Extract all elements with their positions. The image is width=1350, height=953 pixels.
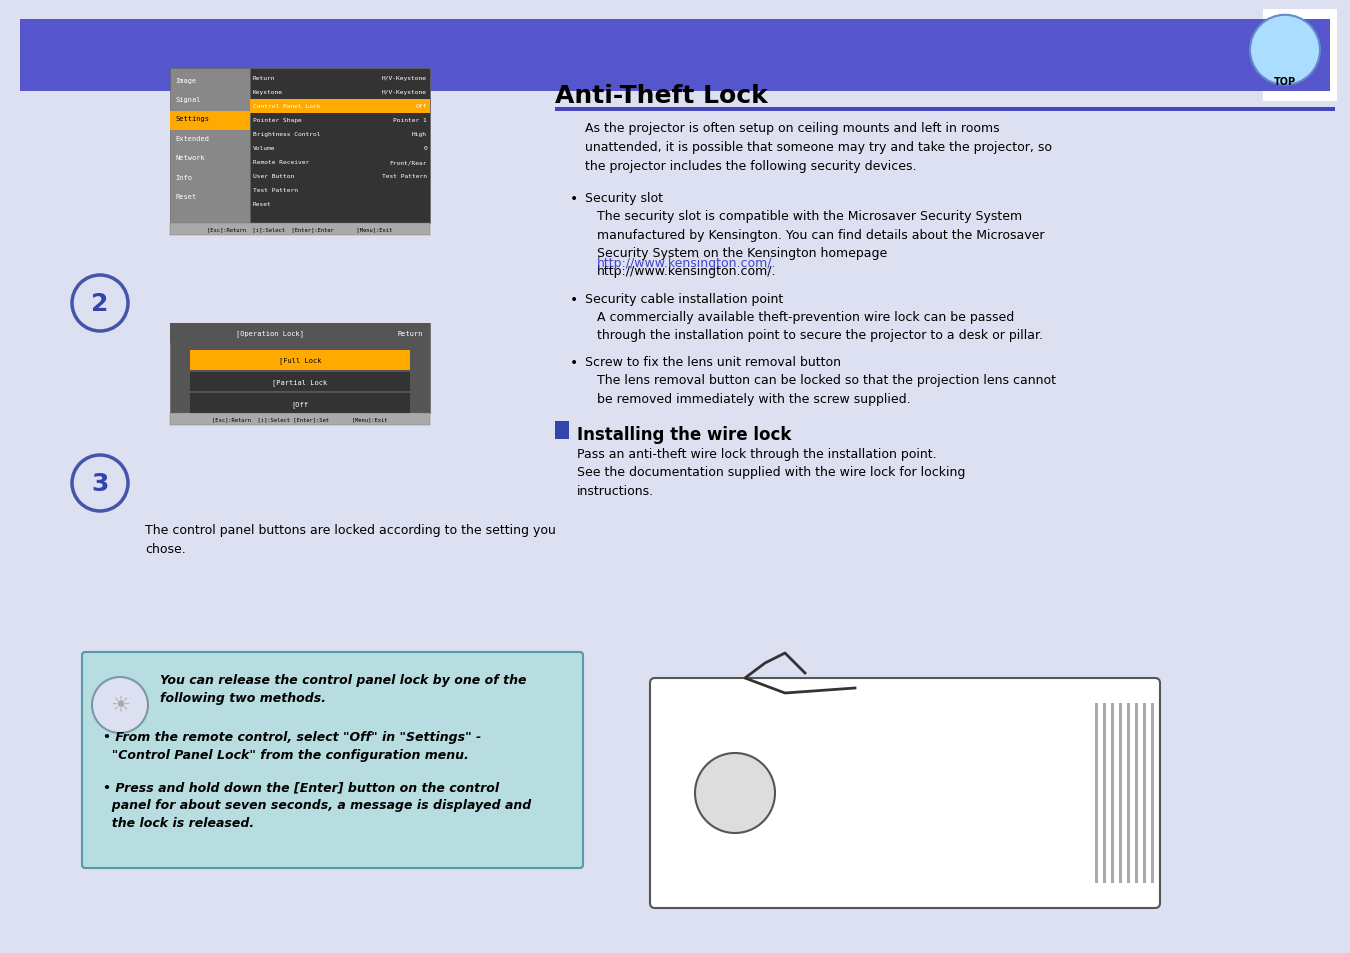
Text: Installing the wire lock: Installing the wire lock — [576, 426, 791, 443]
Bar — [170, 69, 250, 224]
Circle shape — [1250, 16, 1320, 86]
Text: Pointer Shape: Pointer Shape — [252, 117, 302, 123]
Circle shape — [72, 275, 128, 332]
Bar — [170, 414, 431, 426]
Text: Test Pattern: Test Pattern — [382, 174, 427, 179]
Text: H/V-Keystone: H/V-Keystone — [382, 75, 427, 80]
Text: [Operation Lock]: [Operation Lock] — [236, 331, 304, 337]
Text: A commercially available theft-prevention wire lock can be passed
through the in: A commercially available theft-preventio… — [597, 311, 1044, 342]
Text: Front/Rear: Front/Rear — [390, 160, 427, 165]
Text: [Partial Lock: [Partial Lock — [273, 378, 328, 385]
Text: 3: 3 — [92, 472, 109, 496]
Text: Reset: Reset — [252, 202, 271, 207]
Text: Pass an anti-theft wire lock through the installation point.
See the documentati: Pass an anti-theft wire lock through the… — [576, 448, 965, 497]
Bar — [190, 373, 410, 392]
FancyBboxPatch shape — [649, 679, 1160, 908]
Bar — [20, 20, 1330, 91]
Text: Reset: Reset — [176, 193, 196, 200]
Bar — [1127, 703, 1130, 883]
Bar — [250, 69, 431, 224]
Text: ☀: ☀ — [109, 696, 130, 716]
Text: The security slot is compatible with the Microsaver Security System
manufactured: The security slot is compatible with the… — [597, 210, 1045, 278]
Text: You can release the control panel lock by one of the
following two methods.: You can release the control panel lock b… — [161, 673, 526, 704]
Text: TOP: TOP — [1274, 76, 1296, 87]
Text: Return: Return — [252, 75, 275, 80]
Text: Brightness Control: Brightness Control — [252, 132, 320, 137]
Text: As the projector is often setup on ceiling mounts and left in rooms
unattended, : As the projector is often setup on ceili… — [585, 122, 1052, 172]
Text: Security slot: Security slot — [585, 192, 663, 205]
Bar — [1135, 703, 1138, 883]
Text: •: • — [570, 293, 578, 307]
Circle shape — [72, 456, 128, 512]
Bar — [170, 112, 250, 131]
Text: • Press and hold down the [Enter] button on the control
  panel for about seven : • Press and hold down the [Enter] button… — [103, 781, 532, 829]
Bar — [1111, 703, 1114, 883]
FancyBboxPatch shape — [82, 652, 583, 868]
Text: Extended: Extended — [176, 135, 209, 142]
Text: Info: Info — [176, 174, 192, 180]
Bar — [555, 421, 568, 439]
Bar — [190, 351, 410, 371]
Text: [Esc]:Return  [↕]:Select  [Enter]:Enter       [Menu]:Exit: [Esc]:Return [↕]:Select [Enter]:Enter [M… — [208, 227, 393, 233]
Text: [Esc]:Return  [↕]:Select [Enter]:Set       [Menu]:Exit: [Esc]:Return [↕]:Select [Enter]:Set [Men… — [212, 417, 387, 422]
Text: H/V-Keystone: H/V-Keystone — [382, 90, 427, 94]
Bar — [170, 324, 431, 414]
Text: •: • — [570, 355, 578, 370]
Text: Off: Off — [416, 104, 427, 109]
Text: Signal: Signal — [176, 97, 201, 103]
Text: Pointer 1: Pointer 1 — [393, 117, 427, 123]
Text: http://www.kensington.com/.: http://www.kensington.com/. — [597, 256, 776, 270]
Bar — [170, 224, 431, 235]
Bar — [1152, 703, 1154, 883]
Text: Screw to fix the lens unit removal button: Screw to fix the lens unit removal butto… — [585, 355, 841, 369]
Bar — [1264, 10, 1336, 101]
Text: Anti-Theft Lock: Anti-Theft Lock — [555, 84, 768, 108]
Text: [Off: [Off — [292, 400, 309, 407]
Bar — [1143, 703, 1146, 883]
Text: Remote Receiver: Remote Receiver — [252, 160, 309, 165]
Text: •: • — [570, 192, 578, 206]
Bar — [1103, 703, 1106, 883]
Text: • From the remote control, select "Off" in "Settings" -
  "Control Panel Lock" f: • From the remote control, select "Off" … — [103, 730, 481, 761]
Text: Security cable installation point: Security cable installation point — [585, 293, 783, 306]
Bar — [1095, 703, 1098, 883]
Bar — [190, 394, 410, 414]
Text: The lens removal button can be locked so that the projection lens cannot
be remo: The lens removal button can be locked so… — [597, 374, 1056, 405]
Circle shape — [92, 678, 148, 733]
Text: Test Pattern: Test Pattern — [252, 188, 298, 193]
Text: Image: Image — [176, 77, 196, 84]
Text: Control Panel Lock: Control Panel Lock — [252, 104, 320, 109]
Text: The control panel buttons are locked according to the setting you
chose.: The control panel buttons are locked acc… — [144, 523, 556, 556]
Text: 2: 2 — [92, 292, 109, 315]
Text: Network: Network — [176, 155, 205, 161]
Text: Volume: Volume — [252, 146, 275, 151]
Text: User Button: User Button — [252, 174, 294, 179]
Text: High: High — [412, 132, 427, 137]
Circle shape — [695, 753, 775, 833]
Bar — [170, 324, 431, 344]
Bar — [250, 100, 431, 114]
Text: [Full Lock: [Full Lock — [278, 357, 321, 364]
Text: 0: 0 — [424, 146, 427, 151]
Text: Return: Return — [397, 331, 423, 336]
Text: Keystone: Keystone — [252, 90, 284, 94]
Bar — [555, 108, 1335, 112]
Bar — [1119, 703, 1122, 883]
Text: Settings: Settings — [176, 116, 209, 122]
